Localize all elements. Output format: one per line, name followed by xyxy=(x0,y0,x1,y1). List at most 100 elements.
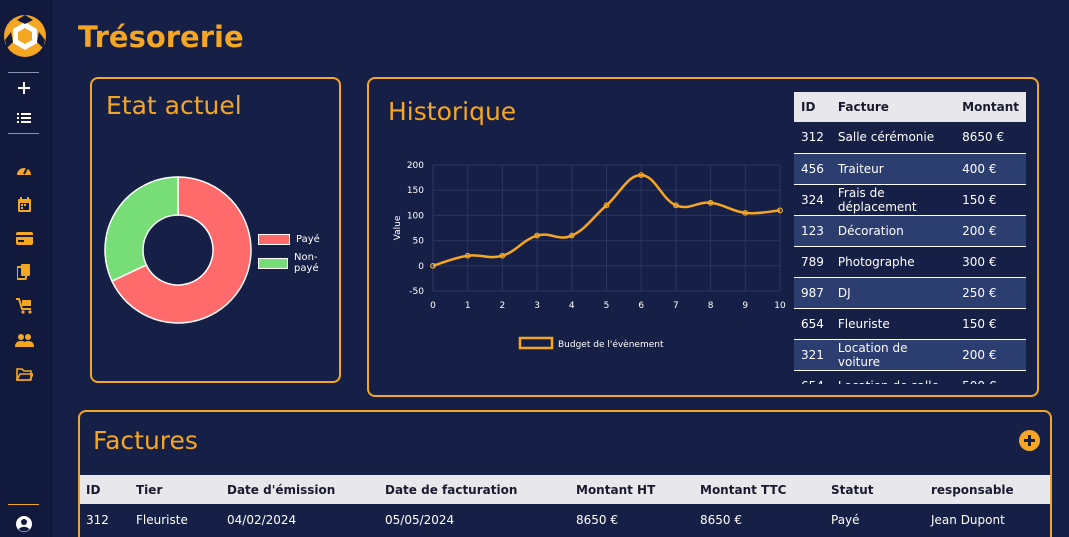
x-tick-label: 1 xyxy=(465,301,471,311)
users-icon[interactable] xyxy=(14,331,34,349)
page-title: Trésorerie xyxy=(78,20,244,54)
dashboard-icon[interactable] xyxy=(14,161,34,179)
data-point[interactable] xyxy=(534,232,541,239)
x-tick-label: 5 xyxy=(604,301,610,311)
documents-icon[interactable] xyxy=(14,263,34,281)
sidebar-divider xyxy=(8,72,39,73)
table-row[interactable]: 654Location de salle500 € xyxy=(794,370,1026,384)
table-header[interactable]: Montant xyxy=(955,92,1026,122)
table-header[interactable]: Statut xyxy=(825,475,925,504)
x-tick-label: 4 xyxy=(569,301,575,311)
table-cell: 324 xyxy=(794,184,831,216)
etat-actuel-card: Etat actuel Payé Non-payé xyxy=(90,77,341,383)
data-point[interactable] xyxy=(638,172,645,178)
table-header[interactable]: Montant TTC xyxy=(694,475,825,504)
donut-legend-item[interactable]: Payé xyxy=(258,234,320,245)
table-header[interactable]: Tier xyxy=(130,475,221,504)
x-tick-label: 8 xyxy=(708,301,714,311)
table-row[interactable]: 123 Décoration 200 € xyxy=(794,215,1026,247)
table-cell: 150 € xyxy=(955,184,1026,216)
table-row[interactable]: 789 Photographe 300 € xyxy=(794,246,1026,278)
table-row[interactable]: 456 Traiteur 400 € xyxy=(794,153,1026,185)
donut-legend-item[interactable]: Non-payé xyxy=(258,252,339,274)
table-cell: 312 xyxy=(86,512,109,527)
data-point[interactable] xyxy=(673,202,679,209)
factures-card: Factures ID Tier Date d'émission Date de fa… xyxy=(78,410,1052,537)
legend-swatch xyxy=(518,336,554,350)
table-header[interactable]: ID xyxy=(794,92,831,122)
table-cell: Location de salle xyxy=(830,370,956,384)
cart-icon[interactable] xyxy=(14,297,34,315)
table-cell: 789 xyxy=(794,246,831,278)
table-row[interactable]: 324 Frais de déplacement 150 € xyxy=(794,184,1026,216)
data-point[interactable] xyxy=(464,252,471,259)
add-facture-button[interactable] xyxy=(1019,430,1040,451)
table-row[interactable]: 312 Salle cérémonie 8650 € xyxy=(794,122,1026,154)
table-header[interactable]: Date d'émission xyxy=(221,475,379,504)
folder-icon[interactable] xyxy=(14,365,34,383)
x-tick-label: 6 xyxy=(638,301,644,311)
etat-actuel-title: Etat actuel xyxy=(106,91,242,120)
table-row[interactable]: 987 DJ 250 € xyxy=(794,277,1026,309)
table-cell: 456 xyxy=(794,153,831,185)
table-cell: Photographe xyxy=(830,246,956,278)
historique-card: Historique -50 0 50 100 150 200 0 1 2 3 4 5 6 7 8 9 10 Va… xyxy=(367,77,1039,397)
table-cell: DJ xyxy=(830,277,956,309)
data-point[interactable] xyxy=(568,232,575,239)
x-tick-label: 7 xyxy=(673,301,679,311)
table-cell: Payé xyxy=(831,512,860,527)
table-row[interactable]: 321 Location de voiture 200 € xyxy=(794,339,1026,371)
table-header[interactable]: responsable xyxy=(925,475,1050,504)
data-point[interactable] xyxy=(430,262,436,269)
add-icon[interactable] xyxy=(14,79,34,97)
table-cell: Fleuriste xyxy=(830,308,956,340)
table-cell: Location de voiture xyxy=(830,339,956,371)
table-header[interactable]: Date de facturation xyxy=(379,475,570,504)
table-cell: 500 € xyxy=(955,370,1026,384)
credit-card-icon[interactable] xyxy=(14,229,34,247)
data-point[interactable] xyxy=(742,209,749,216)
table-row[interactable]: 654 Fleuriste 150 € xyxy=(794,308,1026,340)
donut-chart xyxy=(104,176,252,324)
table-cell: Frais de déplacement xyxy=(830,184,956,216)
x-tick-label: 10 xyxy=(774,301,786,311)
table-cell: Jean Dupont xyxy=(931,512,1005,527)
list-icon[interactable] xyxy=(14,109,34,127)
table-cell: 654 xyxy=(794,308,831,340)
table-cell: 8650 € xyxy=(700,512,742,527)
table-cell: 654 xyxy=(794,370,831,384)
data-point[interactable] xyxy=(707,199,714,206)
x-tick-label: 9 xyxy=(742,301,748,311)
calendar-icon[interactable] xyxy=(14,195,34,213)
table-row[interactable]: 312 Fleuriste 04/02/2024 05/05/2024 8650 € 86… xyxy=(80,504,1050,535)
app-logo[interactable] xyxy=(3,14,47,58)
y-tick-label: 150 xyxy=(407,186,424,196)
historique-table: ID Facture Montant 312 Salle cérémonie 8650 … xyxy=(794,92,1026,384)
table-cell: Traiteur xyxy=(830,153,956,185)
donut-slice-non-payé[interactable] xyxy=(104,176,179,283)
legend-swatch xyxy=(258,257,289,269)
table-cell: 123 xyxy=(794,215,831,247)
data-point[interactable] xyxy=(603,202,610,209)
table-cell: 312 xyxy=(794,122,831,154)
table-cell: Décoration xyxy=(830,215,956,247)
table-header[interactable]: ID xyxy=(80,475,130,504)
user-circle-icon[interactable] xyxy=(14,515,34,533)
table-header[interactable]: Facture xyxy=(830,92,956,122)
sidebar-divider xyxy=(8,504,39,505)
table-cell: 987 xyxy=(794,277,831,309)
legend-label: Non-payé xyxy=(294,252,319,274)
x-tick-label: 3 xyxy=(534,301,540,311)
table-cell: 200 € xyxy=(955,215,1026,247)
line-chart: -50 0 50 100 150 200 0 1 2 3 4 5 6 7 8 9 10 Value Budget d… xyxy=(393,161,786,350)
y-tick-label: -50 xyxy=(409,287,424,297)
table-cell: 250 € xyxy=(955,277,1026,309)
x-tick-label: 0 xyxy=(430,301,436,311)
legend-swatch xyxy=(258,234,290,245)
table-header[interactable]: Montant HT xyxy=(570,475,694,504)
data-point[interactable] xyxy=(499,252,506,259)
data-point[interactable] xyxy=(777,207,783,214)
legend-label: Payé xyxy=(296,234,320,245)
donut-slice-payé[interactable] xyxy=(110,176,252,324)
table-cell: 8650 € xyxy=(955,122,1026,154)
